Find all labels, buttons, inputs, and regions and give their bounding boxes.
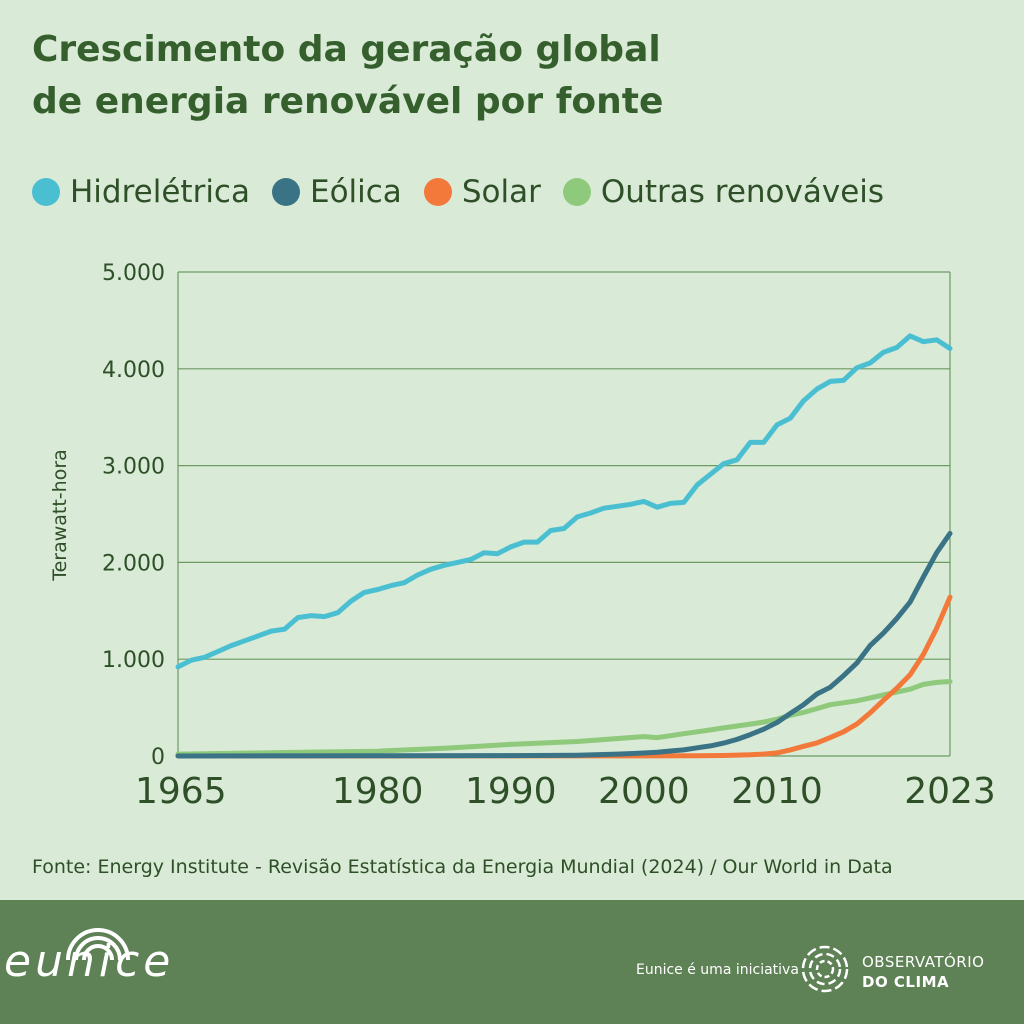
legend-item-eolica: Eólica (271, 174, 402, 210)
series-line-eólica (175, 530, 953, 759)
legend-swatch (32, 178, 60, 206)
line-chart: 0 1.000 2.000 3.000 4.000 5.000 1965 1980 1990 2… (49, 261, 996, 812)
x-tick-label: 2010 (731, 771, 823, 812)
legend-swatch (271, 178, 300, 206)
series-line-solar (175, 594, 953, 759)
y-tick-labels: 0 1.000 2.000 3.000 4.000 5.000 (102, 261, 165, 770)
observatorio-clima-logo[interactable]: OBSERVATÓRIO DO CLIMA (862, 952, 984, 992)
title-line-1: Crescimento da geração global (32, 29, 661, 70)
legend-label: Outras renováveis (600, 174, 885, 210)
legend-item-outras: Outras renováveis (562, 174, 885, 210)
x-tick-label: 1990 (465, 771, 557, 812)
series-line-outras-renováveis (175, 679, 953, 757)
series-lines (175, 333, 953, 759)
chart-title: Crescimento da geração global de energia… (32, 24, 932, 128)
initiative-text: Eunice é uma iniciativa (636, 962, 799, 978)
legend-label: Hidrelétrica (70, 174, 250, 210)
source-note: Fonte: Energy Institute - Revisão Estatí… (32, 856, 893, 878)
series-line-hidrelétrica (175, 333, 953, 670)
x-tick-label: 1965 (135, 771, 227, 812)
y-tick-label: 3.000 (102, 455, 165, 480)
legend-label: Solar (461, 174, 541, 210)
gridlines (177, 271, 951, 757)
legend-swatch (423, 178, 452, 206)
legend: Hidrelétrica Eólica Solar Outras renováv… (32, 168, 884, 216)
y-tick-label: 1.000 (102, 648, 165, 673)
y-tick-label: 4.000 (102, 358, 165, 383)
observatorio-clima-icon (801, 945, 849, 993)
org-line-2: DO CLIMA (862, 973, 950, 991)
x-tick-label: 2023 (904, 771, 996, 812)
y-tick-label: 0 (151, 745, 165, 770)
x-tick-labels: 1965 1980 1990 2000 2010 2023 (135, 771, 996, 812)
y-tick-label: 5.000 (102, 261, 165, 286)
legend-swatch (562, 178, 591, 206)
y-axis-label: Terawatt-hora (49, 449, 71, 582)
eunice-logo[interactable]: eunice (4, 936, 175, 987)
x-tick-label: 2000 (598, 771, 690, 812)
footer: eunice Eunice é uma iniciativa OBSERVATÓ… (0, 900, 1024, 1024)
y-tick-label: 2.000 (102, 551, 165, 576)
legend-item-solar: Solar (423, 174, 541, 210)
eunice-arc-icon (66, 928, 130, 961)
org-line-1: OBSERVATÓRIO (862, 953, 985, 971)
legend-item-hidreletrica: Hidrelétrica (32, 174, 250, 210)
title-line-2: de energia renovável por fonte (32, 81, 664, 122)
x-tick-label: 1980 (332, 771, 424, 812)
legend-label: Eólica (309, 174, 402, 210)
